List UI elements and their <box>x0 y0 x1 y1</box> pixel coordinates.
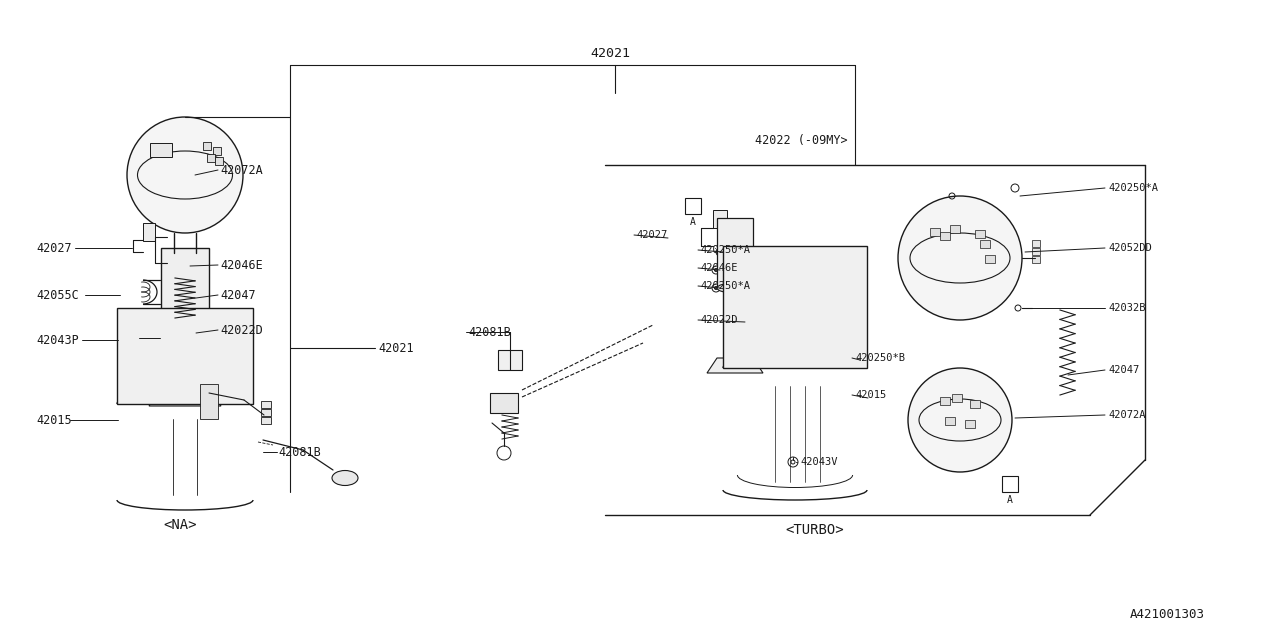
Ellipse shape <box>161 312 209 324</box>
Bar <box>965 420 975 428</box>
Ellipse shape <box>332 470 358 486</box>
Text: 42072A: 42072A <box>1108 410 1146 420</box>
Text: <NA>: <NA> <box>164 518 197 532</box>
Ellipse shape <box>173 266 197 276</box>
Bar <box>1032 256 1039 263</box>
Bar <box>1002 476 1018 492</box>
Bar <box>1032 248 1039 255</box>
Text: 420250*B: 420250*B <box>855 353 905 363</box>
Bar <box>215 157 223 165</box>
Circle shape <box>127 117 243 233</box>
Text: 42047: 42047 <box>220 289 256 301</box>
Ellipse shape <box>717 283 753 293</box>
Circle shape <box>908 368 1012 472</box>
Ellipse shape <box>173 260 197 270</box>
Text: 42022D: 42022D <box>700 315 737 325</box>
Text: 42043V: 42043V <box>800 457 837 467</box>
Text: 42052DD: 42052DD <box>1108 243 1152 253</box>
Bar <box>161 248 209 318</box>
Text: 42015: 42015 <box>36 413 72 426</box>
Bar <box>986 255 995 263</box>
Bar <box>975 230 986 238</box>
Text: 42015: 42015 <box>855 390 886 400</box>
Text: 420250*A: 420250*A <box>700 281 750 291</box>
Text: 42027: 42027 <box>36 241 72 255</box>
Bar <box>261 409 271 416</box>
Bar <box>261 401 271 408</box>
Bar <box>1032 240 1039 247</box>
Text: 42055C: 42055C <box>36 289 79 301</box>
Bar <box>150 143 172 157</box>
Bar <box>717 218 753 288</box>
Bar <box>204 142 211 150</box>
Text: 42081B: 42081B <box>468 326 511 339</box>
Text: A: A <box>690 217 696 227</box>
Text: 420250*A: 420250*A <box>1108 183 1158 193</box>
Bar <box>490 393 518 413</box>
Bar <box>970 400 980 408</box>
Bar <box>116 308 253 404</box>
Text: 42072A: 42072A <box>220 163 262 177</box>
Bar <box>212 147 221 155</box>
Text: 42046E: 42046E <box>220 259 262 271</box>
Bar <box>980 240 989 248</box>
Text: 42021: 42021 <box>378 342 413 355</box>
Text: 42047: 42047 <box>1108 365 1139 375</box>
Bar <box>713 210 727 228</box>
Text: 42021: 42021 <box>590 47 630 60</box>
Text: 42027: 42027 <box>636 230 667 240</box>
Bar <box>207 154 215 162</box>
Text: 42046E: 42046E <box>700 263 737 273</box>
Bar <box>723 246 867 368</box>
Bar <box>685 198 701 214</box>
Text: <TURBO>: <TURBO> <box>785 523 844 537</box>
Circle shape <box>899 196 1021 320</box>
Text: A421001303: A421001303 <box>1130 609 1204 621</box>
Circle shape <box>131 335 136 341</box>
Text: A: A <box>1007 495 1012 505</box>
Text: 42081B: 42081B <box>278 445 321 458</box>
Bar <box>952 394 963 402</box>
Bar <box>200 384 218 419</box>
Bar <box>931 228 940 236</box>
Polygon shape <box>148 388 221 406</box>
Text: 42032B: 42032B <box>1108 303 1146 313</box>
Text: 42022D: 42022D <box>220 323 262 337</box>
Text: 42022 (-09MY>: 42022 (-09MY> <box>755 134 847 147</box>
Bar <box>498 350 522 370</box>
Bar <box>950 225 960 233</box>
Bar <box>940 232 950 240</box>
Polygon shape <box>707 358 763 373</box>
Text: 420250*A: 420250*A <box>700 245 750 255</box>
Bar <box>261 417 271 424</box>
Bar <box>945 417 955 425</box>
Bar <box>940 397 950 405</box>
Text: 42043P: 42043P <box>36 333 79 346</box>
Bar <box>143 223 155 241</box>
